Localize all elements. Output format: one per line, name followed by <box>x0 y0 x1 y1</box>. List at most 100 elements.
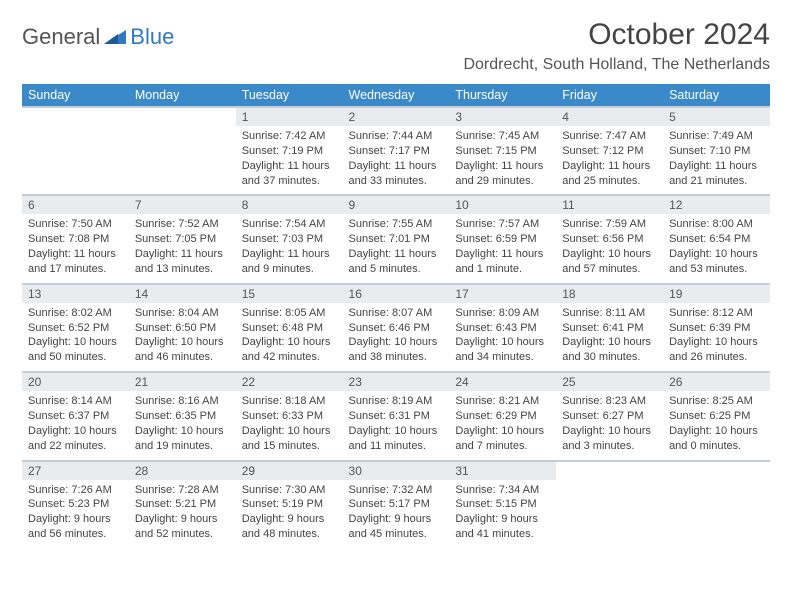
sunrise-line: Sunrise: 7:49 AM <box>669 129 764 144</box>
day-number-cell: 22 <box>236 372 343 391</box>
sunset-line: Sunset: 6:25 PM <box>669 409 764 424</box>
day-number-cell: 24 <box>449 372 556 391</box>
sunrise-line: Sunrise: 8:07 AM <box>349 306 444 321</box>
day-content-cell: Sunrise: 7:44 AMSunset: 7:17 PMDaylight:… <box>343 126 450 195</box>
day-number-cell <box>556 461 663 480</box>
day-content-cell <box>22 126 129 195</box>
day-content-cell: Sunrise: 8:23 AMSunset: 6:27 PMDaylight:… <box>556 391 663 460</box>
day-content-cell: Sunrise: 8:07 AMSunset: 6:46 PMDaylight:… <box>343 303 450 372</box>
daylight-line: Daylight: 10 hours and 50 minutes. <box>28 335 123 365</box>
sunrise-line: Sunrise: 8:05 AM <box>242 306 337 321</box>
location-subtitle: Dordrecht, South Holland, The Netherland… <box>463 56 770 74</box>
sunset-line: Sunset: 7:01 PM <box>349 232 444 247</box>
day-content-cell: Sunrise: 7:34 AMSunset: 5:15 PMDaylight:… <box>449 480 556 548</box>
day-number-cell <box>22 107 129 126</box>
daylight-line: Daylight: 9 hours and 56 minutes. <box>28 512 123 542</box>
sunset-line: Sunset: 6:54 PM <box>669 232 764 247</box>
sunset-line: Sunset: 7:19 PM <box>242 144 337 159</box>
day-content-cell: Sunrise: 8:00 AMSunset: 6:54 PMDaylight:… <box>663 214 770 283</box>
day-number-cell: 29 <box>236 461 343 480</box>
sunrise-line: Sunrise: 8:18 AM <box>242 394 337 409</box>
daylight-line: Daylight: 10 hours and 42 minutes. <box>242 335 337 365</box>
brand-triangle-icon <box>104 26 126 49</box>
sunset-line: Sunset: 7:03 PM <box>242 232 337 247</box>
day-number-cell: 13 <box>22 284 129 303</box>
daylight-line: Daylight: 10 hours and 15 minutes. <box>242 424 337 454</box>
daylight-line: Daylight: 10 hours and 38 minutes. <box>349 335 444 365</box>
sunset-line: Sunset: 5:23 PM <box>28 497 123 512</box>
daylight-line: Daylight: 10 hours and 3 minutes. <box>562 424 657 454</box>
daylight-line: Daylight: 10 hours and 0 minutes. <box>669 424 764 454</box>
day-content-cell: Sunrise: 7:55 AMSunset: 7:01 PMDaylight:… <box>343 214 450 283</box>
day-header: Friday <box>556 84 663 107</box>
daylight-line: Daylight: 10 hours and 26 minutes. <box>669 335 764 365</box>
sunset-line: Sunset: 7:17 PM <box>349 144 444 159</box>
day-header: Thursday <box>449 84 556 107</box>
day-number-cell: 2 <box>343 107 450 126</box>
daylight-line: Daylight: 11 hours and 13 minutes. <box>135 247 230 277</box>
day-header: Saturday <box>663 84 770 107</box>
day-number-cell: 8 <box>236 195 343 214</box>
sunset-line: Sunset: 6:43 PM <box>455 321 550 336</box>
day-content-cell: Sunrise: 7:47 AMSunset: 7:12 PMDaylight:… <box>556 126 663 195</box>
day-number-cell: 3 <box>449 107 556 126</box>
sunrise-line: Sunrise: 8:14 AM <box>28 394 123 409</box>
sunrise-line: Sunrise: 7:50 AM <box>28 217 123 232</box>
day-number-cell: 26 <box>663 372 770 391</box>
title-block: October 2024 Dordrecht, South Holland, T… <box>463 18 770 74</box>
sunset-line: Sunset: 5:17 PM <box>349 497 444 512</box>
day-content-cell <box>129 126 236 195</box>
sunset-line: Sunset: 7:05 PM <box>135 232 230 247</box>
day-content-cell: Sunrise: 7:59 AMSunset: 6:56 PMDaylight:… <box>556 214 663 283</box>
sunrise-line: Sunrise: 7:57 AM <box>455 217 550 232</box>
page-title: October 2024 <box>463 18 770 52</box>
brand-logo: General Blue <box>22 18 174 50</box>
day-number-cell: 30 <box>343 461 450 480</box>
day-header: Monday <box>129 84 236 107</box>
daylight-line: Daylight: 11 hours and 33 minutes. <box>349 159 444 189</box>
sunrise-line: Sunrise: 7:44 AM <box>349 129 444 144</box>
sunset-line: Sunset: 5:21 PM <box>135 497 230 512</box>
daylight-line: Daylight: 11 hours and 29 minutes. <box>455 159 550 189</box>
sunset-line: Sunset: 6:35 PM <box>135 409 230 424</box>
sunrise-line: Sunrise: 8:25 AM <box>669 394 764 409</box>
page-header: General Blue October 2024 Dordrecht, Sou… <box>22 18 770 74</box>
sunset-line: Sunset: 7:12 PM <box>562 144 657 159</box>
sunset-line: Sunset: 6:56 PM <box>562 232 657 247</box>
sunrise-line: Sunrise: 7:30 AM <box>242 483 337 498</box>
day-number-cell <box>663 461 770 480</box>
sunset-line: Sunset: 6:31 PM <box>349 409 444 424</box>
day-content-cell: Sunrise: 7:30 AMSunset: 5:19 PMDaylight:… <box>236 480 343 548</box>
day-content-cell: Sunrise: 8:02 AMSunset: 6:52 PMDaylight:… <box>22 303 129 372</box>
day-content-cell <box>663 480 770 548</box>
day-content-cell: Sunrise: 7:28 AMSunset: 5:21 PMDaylight:… <box>129 480 236 548</box>
day-number-cell: 31 <box>449 461 556 480</box>
day-content-cell: Sunrise: 8:21 AMSunset: 6:29 PMDaylight:… <box>449 391 556 460</box>
sunrise-line: Sunrise: 7:28 AM <box>135 483 230 498</box>
day-header: Wednesday <box>343 84 450 107</box>
sunset-line: Sunset: 6:29 PM <box>455 409 550 424</box>
day-content-cell: Sunrise: 8:11 AMSunset: 6:41 PMDaylight:… <box>556 303 663 372</box>
day-number-cell: 11 <box>556 195 663 214</box>
day-content-cell: Sunrise: 8:16 AMSunset: 6:35 PMDaylight:… <box>129 391 236 460</box>
day-number-cell: 27 <box>22 461 129 480</box>
sunrise-line: Sunrise: 7:45 AM <box>455 129 550 144</box>
daylight-line: Daylight: 11 hours and 25 minutes. <box>562 159 657 189</box>
sunset-line: Sunset: 6:37 PM <box>28 409 123 424</box>
daylight-line: Daylight: 9 hours and 41 minutes. <box>455 512 550 542</box>
daylight-line: Daylight: 11 hours and 37 minutes. <box>242 159 337 189</box>
day-number-cell: 16 <box>343 284 450 303</box>
day-content-cell: Sunrise: 8:04 AMSunset: 6:50 PMDaylight:… <box>129 303 236 372</box>
daylight-line: Daylight: 10 hours and 46 minutes. <box>135 335 230 365</box>
day-number-cell: 7 <box>129 195 236 214</box>
sunrise-line: Sunrise: 7:47 AM <box>562 129 657 144</box>
calendar-body: 12345Sunrise: 7:42 AMSunset: 7:19 PMDayl… <box>22 107 770 548</box>
day-number-cell: 21 <box>129 372 236 391</box>
day-number-cell: 14 <box>129 284 236 303</box>
day-content-cell: Sunrise: 8:09 AMSunset: 6:43 PMDaylight:… <box>449 303 556 372</box>
day-content-cell: Sunrise: 8:25 AMSunset: 6:25 PMDaylight:… <box>663 391 770 460</box>
daylight-line: Daylight: 10 hours and 7 minutes. <box>455 424 550 454</box>
daylight-line: Daylight: 10 hours and 34 minutes. <box>455 335 550 365</box>
sunset-line: Sunset: 7:10 PM <box>669 144 764 159</box>
daylight-line: Daylight: 9 hours and 45 minutes. <box>349 512 444 542</box>
